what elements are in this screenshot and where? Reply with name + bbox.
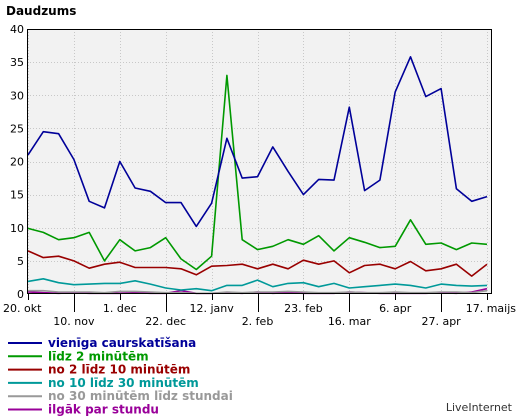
x-tick-label: 27. apr: [421, 315, 461, 328]
y-tick-label: 0: [17, 288, 24, 301]
x-tick-label: 20. okt: [3, 302, 42, 315]
series-line: [27, 55, 488, 228]
y-tick-label: 40: [10, 23, 24, 36]
series-line: [27, 250, 488, 277]
y-axis-ticks: 0 5 10 15 20 25 30 35 40: [10, 23, 24, 301]
y-tick-label: 5: [17, 255, 24, 268]
x-tick-label: 22. dec: [145, 315, 186, 328]
x-tick-label: 23. feb: [284, 302, 323, 315]
chart-title: Daudzums: [6, 4, 76, 18]
legend-label: no 30 minūtēm līdz stundai: [48, 389, 233, 403]
x-tick-label: 2. feb: [242, 315, 274, 328]
x-tick-label: 12. janv: [189, 302, 234, 315]
series-line: [27, 74, 488, 271]
legend-label: līdz 2 minūtēm: [48, 349, 149, 363]
x-tick-label: 10. nov: [53, 315, 95, 328]
plot-area: [27, 29, 492, 294]
plot-border: [27, 29, 492, 294]
legend-label: no 10 līdz 30 minūtēm: [48, 376, 199, 390]
legend-label: vienīga caurskatīšana: [48, 336, 196, 350]
legend-label: ilgāk par stundu: [48, 403, 159, 417]
series-lines: [27, 55, 488, 295]
y-tick-label: 15: [10, 189, 24, 202]
x-tick-label: 17. maijs: [466, 302, 517, 315]
x-tick-label: 6. apr: [379, 302, 412, 315]
brand-label: LiveInternet: [446, 401, 513, 414]
x-tick-label: 16. mar: [328, 315, 371, 328]
y-tick-label: 20: [10, 156, 24, 169]
y-tick-label: 10: [10, 222, 24, 235]
legend-label: no 2 līdz 10 minūtēm: [48, 363, 190, 377]
y-tick-label: 25: [10, 122, 24, 135]
y-tick-label: 30: [10, 89, 24, 102]
y-tick-label: 35: [10, 56, 24, 69]
x-tick-label: 1. dec: [103, 302, 137, 315]
series-line: [28, 289, 488, 295]
series-line: [27, 277, 488, 292]
